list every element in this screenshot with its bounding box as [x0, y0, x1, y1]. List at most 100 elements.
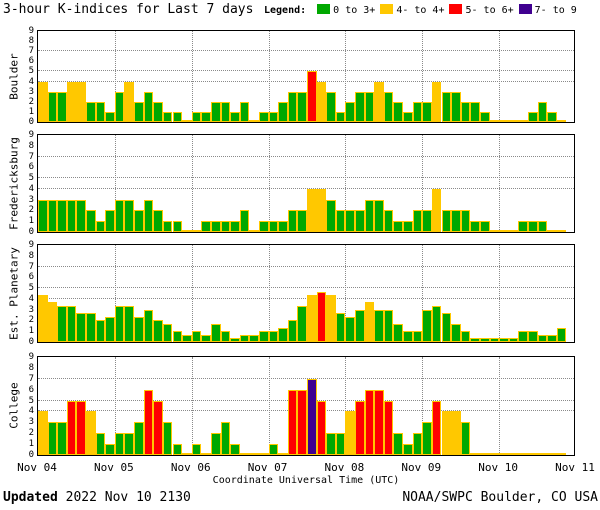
k-index-bar	[527, 453, 538, 455]
k-index-bar	[191, 230, 202, 232]
k-index-bar	[393, 324, 404, 342]
k-index-bar	[153, 210, 163, 232]
k-index-bar	[153, 320, 163, 342]
k-index-bar	[547, 334, 557, 342]
legend-item-label: 4- to 4+	[396, 5, 445, 16]
k-index-bar	[383, 210, 394, 232]
k-index-bar	[547, 453, 557, 455]
y-tick-label: 0	[28, 227, 34, 237]
y-tick-label: 7	[28, 373, 34, 384]
y-tick-label: 1	[28, 216, 34, 227]
day-gridline	[422, 245, 424, 342]
k-index-bar	[47, 91, 58, 122]
legend-item-label: 7- to 9	[534, 5, 577, 16]
threshold-gridline	[38, 265, 574, 267]
k-index-bar	[162, 422, 173, 455]
k-index-bar	[114, 433, 125, 455]
y-tick-label: 8	[28, 250, 34, 261]
k-index-bar	[403, 331, 413, 342]
k-index-bar	[403, 221, 413, 232]
k-index-bar	[422, 309, 432, 342]
y-tick-label: 5	[28, 283, 34, 294]
day-gridline	[268, 31, 270, 122]
k-index-bar	[220, 221, 231, 232]
k-index-bar	[527, 111, 538, 122]
k-index-bar	[124, 81, 135, 122]
k-index-bar	[76, 313, 87, 342]
k-index-bar	[499, 453, 509, 455]
y-tick-label: 2	[28, 205, 34, 216]
k-index-bar	[489, 120, 500, 122]
k-index-bar	[297, 210, 307, 232]
legend-swatch	[449, 4, 463, 14]
k-index-bar	[191, 331, 202, 342]
k-index-bar	[287, 91, 298, 122]
updated-value: 2022 Nov 10 2130	[57, 490, 191, 505]
y-tick-label: 5	[28, 66, 34, 77]
panel-plot-boulder	[37, 30, 575, 123]
k-index-bar	[76, 400, 87, 455]
k-index-bar	[220, 101, 231, 122]
k-index-bar	[451, 210, 461, 232]
threshold-gridline	[38, 287, 574, 289]
k-index-bar	[86, 101, 96, 122]
k-index-bar	[518, 331, 528, 342]
day-gridline	[499, 31, 501, 122]
k-index-bar	[38, 81, 48, 122]
k-index-bar	[335, 433, 346, 455]
k-index-bar	[47, 199, 58, 232]
k-index-bar	[258, 221, 269, 232]
k-index-bar	[393, 221, 404, 232]
credit-text: NOAA/SWPC Boulder, CO USA	[402, 490, 598, 505]
k-index-bar	[374, 199, 384, 232]
k-index-bar	[403, 444, 413, 455]
day-gridline	[191, 245, 193, 342]
y-tick-label: 7	[28, 151, 34, 162]
k-index-bar	[345, 411, 356, 455]
k-index-bar	[431, 306, 442, 342]
k-index-bar	[556, 327, 567, 342]
k-index-bar	[412, 433, 423, 455]
k-index-bar	[287, 210, 298, 232]
k-index-bar	[556, 230, 567, 232]
k-index-bar	[249, 334, 259, 342]
k-index-bar	[316, 188, 327, 232]
k-index-bar	[537, 453, 548, 455]
day-gridline	[345, 245, 347, 342]
k-index-bar	[431, 400, 442, 455]
k-index-bar	[499, 120, 509, 122]
k-index-bar	[105, 210, 115, 232]
x-tick-label: Nov 06	[170, 461, 211, 474]
y-tick-label: 3	[28, 86, 34, 97]
k-index-bar	[460, 331, 471, 342]
k-index-bar	[297, 306, 307, 342]
k-index-bar	[479, 338, 490, 342]
k-index-bar	[489, 453, 500, 455]
day-gridline	[422, 135, 424, 232]
k-index-bar	[201, 221, 211, 232]
k-index-bar	[134, 422, 144, 455]
day-gridline	[422, 31, 424, 122]
k-index-bar	[451, 411, 461, 455]
k-index-bar	[278, 221, 288, 232]
k-index-bar	[143, 199, 154, 232]
day-gridline	[114, 357, 116, 455]
y-tick-label: 2	[28, 96, 34, 107]
k-index-bar	[345, 101, 356, 122]
y-tick-label: 0	[28, 117, 34, 127]
k-index-bar	[210, 221, 221, 232]
k-index-bar	[153, 101, 163, 122]
k-index-bar	[201, 334, 211, 342]
k-index-bar	[210, 324, 221, 342]
k-index-bar	[556, 120, 567, 122]
k-index-bar	[470, 453, 480, 455]
legend-swatch	[518, 4, 532, 14]
k-index-bar	[451, 324, 461, 342]
k-index-bar	[364, 389, 375, 455]
x-tick-label: Nov 10	[478, 461, 519, 474]
legend: Legend: 0 to 3+ 4- to 4+ 5- to 6+ 7- to 9	[264, 4, 577, 16]
k-index-bar	[355, 309, 365, 342]
updated-timestamp: Updated 2022 Nov 10 2130	[3, 490, 191, 505]
k-index-bar	[326, 433, 336, 455]
threshold-gridline	[38, 187, 574, 189]
